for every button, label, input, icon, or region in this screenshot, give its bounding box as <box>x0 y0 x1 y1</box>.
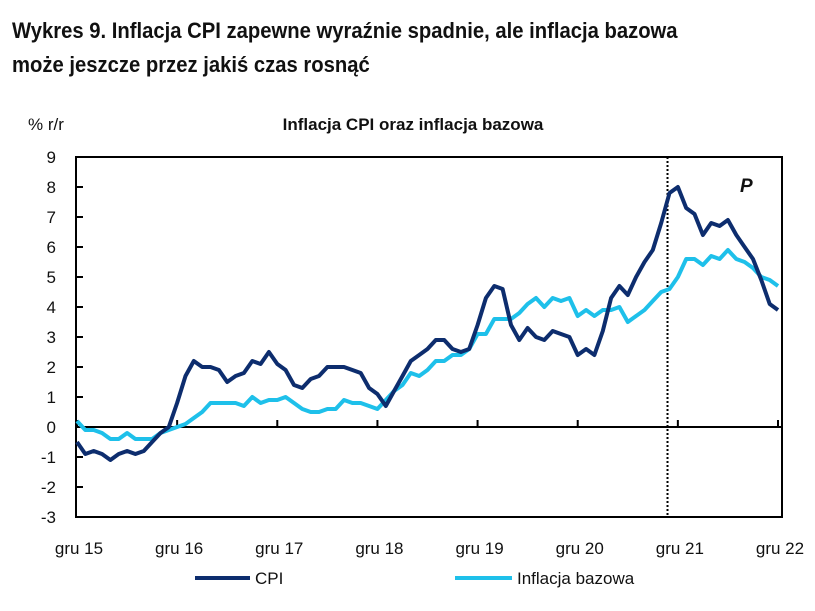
y-tick-label: -1 <box>41 448 56 467</box>
x-tick-label: gru 16 <box>155 539 203 558</box>
y-tick-label: -3 <box>41 508 56 527</box>
y-tick-label: 0 <box>47 418 56 437</box>
x-tick-label: gru 18 <box>355 539 403 558</box>
y-tick-label: 8 <box>47 178 56 197</box>
figure-title-line-2: może jeszcze przez jakiś czas rosnąć <box>12 52 370 77</box>
legend-label-cpi: CPI <box>255 569 283 588</box>
x-tick-label: gru 17 <box>255 539 303 558</box>
x-tick-label: gru 20 <box>556 539 604 558</box>
legend: CPI Inflacja bazowa <box>195 569 635 588</box>
x-tick-label: gru 22 <box>756 539 804 558</box>
y-tick-label: 5 <box>47 268 56 287</box>
x-tick-label: gru 19 <box>455 539 503 558</box>
y-tick-label: 7 <box>47 208 56 227</box>
y-tick-label: 3 <box>47 328 56 347</box>
y-axis-label: % r/r <box>28 115 64 134</box>
figure-title: Wykres 9. Inflacja CPI zapewne wyraźnie … <box>12 14 678 82</box>
y-tick-label: 6 <box>47 238 56 257</box>
legend-label-core: Inflacja bazowa <box>517 569 635 588</box>
y-tick-label: 4 <box>47 298 56 317</box>
y-tick-label: 2 <box>47 358 56 377</box>
plot-frame <box>75 156 783 518</box>
x-tick-label: gru 21 <box>656 539 704 558</box>
y-tick-label: 1 <box>47 388 56 407</box>
x-tick-label: gru 15 <box>55 539 103 558</box>
chart-title: Inflacja CPI oraz inflacja bazowa <box>283 115 544 134</box>
series-line-core-inflation <box>75 248 780 441</box>
forecast-annotation: P <box>740 176 753 197</box>
figure-title-line-1: Wykres 9. Inflacja CPI zapewne wyraźnie … <box>12 18 678 43</box>
y-tick-label: -2 <box>41 478 56 497</box>
series-line-cpi <box>75 185 780 462</box>
y-tick-label: 9 <box>47 148 56 167</box>
